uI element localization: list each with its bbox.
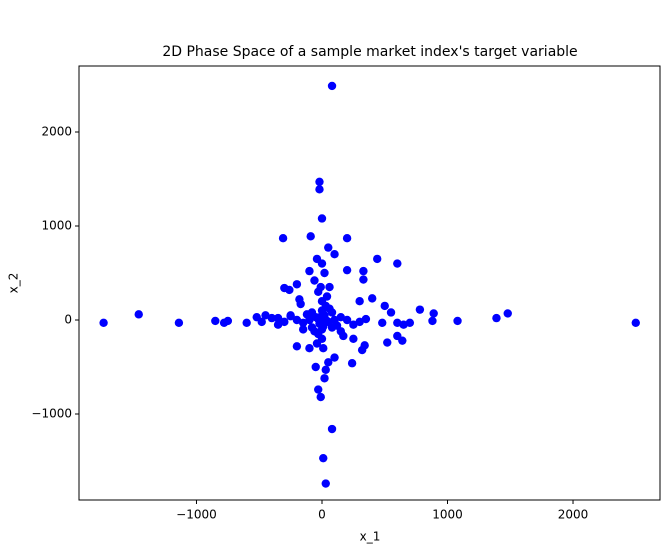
point [261, 311, 270, 320]
point [355, 317, 364, 327]
point [321, 479, 330, 488]
point [355, 296, 364, 306]
point [324, 243, 333, 252]
point [415, 305, 425, 314]
y-tick-label: −1000 [31, 406, 72, 420]
point [273, 320, 283, 329]
point [305, 343, 314, 353]
point [380, 301, 389, 311]
point [503, 309, 512, 318]
point [315, 177, 324, 187]
point [349, 320, 358, 329]
point [320, 374, 329, 383]
point [242, 318, 251, 328]
x-tick-label: 0 [318, 508, 326, 522]
point [359, 275, 368, 284]
point [311, 362, 320, 372]
point [631, 318, 640, 328]
point [330, 249, 339, 259]
point [319, 343, 328, 353]
point [312, 339, 322, 348]
y-axis-label: x_2 [7, 273, 21, 294]
point [429, 309, 438, 318]
point [359, 266, 368, 276]
point [327, 424, 337, 434]
point [342, 315, 352, 325]
point [316, 282, 325, 292]
point [492, 313, 501, 323]
point [393, 318, 402, 328]
point [317, 214, 327, 223]
point [99, 318, 108, 328]
point [398, 336, 407, 345]
point [319, 453, 328, 463]
point [223, 316, 233, 326]
point [280, 317, 289, 327]
point [327, 81, 337, 91]
point [286, 311, 295, 320]
point [367, 294, 377, 303]
point [314, 385, 323, 394]
point [373, 254, 382, 264]
plot-frame [78, 65, 661, 501]
point [296, 299, 305, 309]
point [361, 314, 371, 324]
point [336, 312, 346, 322]
point [305, 266, 314, 276]
point [332, 321, 342, 330]
point [347, 359, 357, 368]
point [342, 265, 352, 275]
point [357, 345, 367, 355]
point [322, 292, 332, 301]
point [428, 316, 437, 326]
point [320, 268, 329, 278]
point [302, 310, 312, 319]
point [315, 185, 324, 194]
point [325, 282, 334, 292]
point [383, 338, 392, 347]
point [310, 327, 319, 336]
point [280, 283, 289, 293]
y-tick-label: 0 [64, 312, 72, 326]
point [316, 392, 325, 402]
y-tick-label: 1000 [41, 218, 72, 232]
point [339, 331, 348, 341]
point [378, 318, 387, 328]
point [325, 304, 334, 313]
point [312, 254, 322, 264]
point [278, 234, 288, 243]
x-tick-label: 2000 [558, 508, 589, 522]
point [321, 365, 330, 375]
point [292, 342, 302, 351]
x-tick-label: 1000 [432, 508, 463, 522]
point [386, 308, 396, 317]
point [306, 232, 315, 241]
point [292, 280, 302, 289]
point [174, 318, 184, 328]
point [319, 322, 328, 331]
point [134, 310, 143, 319]
point [453, 316, 462, 326]
point [393, 259, 402, 268]
point [292, 315, 302, 325]
chart-title: 2D Phase Space of a sample market index'… [162, 44, 577, 60]
point [314, 314, 323, 324]
x-axis-label: x_1 [360, 530, 381, 544]
point [211, 316, 220, 326]
point [257, 317, 266, 327]
x-tick-label: −1000 [176, 508, 217, 522]
point [298, 318, 308, 328]
point [330, 353, 339, 362]
point [324, 358, 333, 367]
point [273, 313, 283, 323]
point [298, 325, 308, 334]
point [310, 276, 319, 285]
point [342, 234, 352, 243]
point [349, 334, 358, 343]
point [267, 313, 276, 323]
y-tick-label: 2000 [41, 124, 72, 138]
